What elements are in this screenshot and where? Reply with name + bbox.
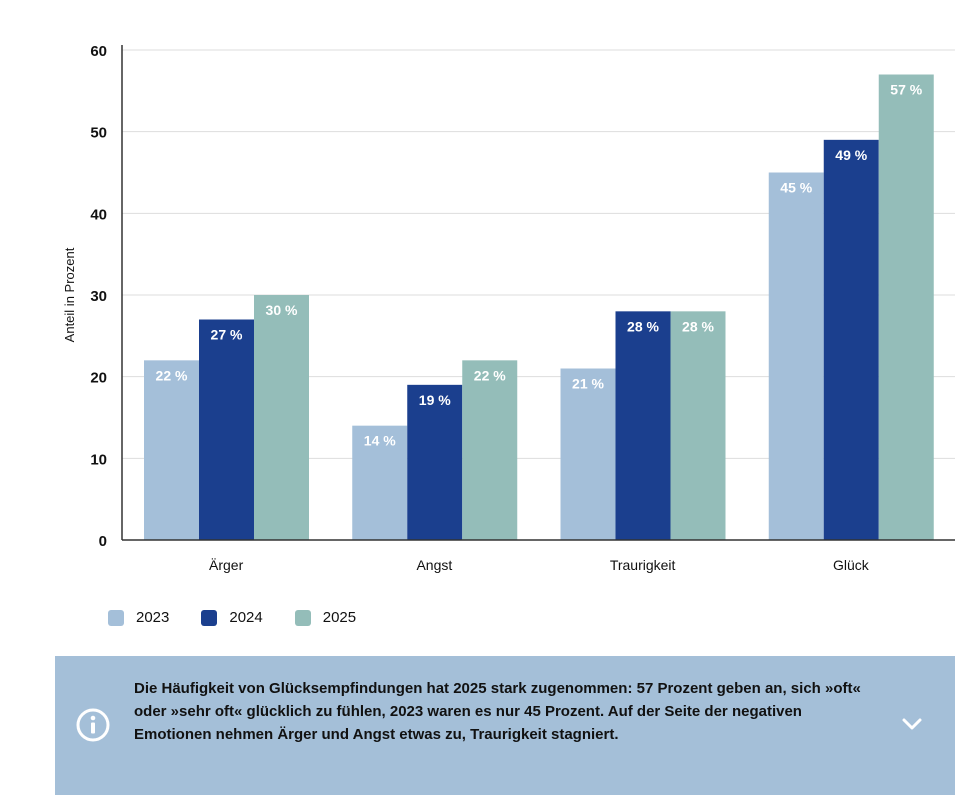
legend-item-2024[interactable]: 2024	[201, 609, 263, 626]
y-tick-label: 60	[90, 43, 107, 60]
bar-2025-3	[878, 74, 934, 540]
legend-swatch-2025	[294, 609, 311, 626]
bar-label: 57 %	[890, 82, 922, 98]
bar-label: 27 %	[211, 327, 243, 343]
legend-swatch-2023	[108, 609, 124, 626]
bar-label: 14 %	[364, 433, 396, 449]
info-text: Die Häufigkeit von Glücksempfindungen ha…	[134, 680, 861, 743]
x-axis: Ärger Angst Traurigkeit Glück	[122, 539, 955, 573]
bar-2025-1	[462, 360, 518, 540]
bars: 22 % 27 % 30 % 14 % 19 % 22 % 21 % 28 % 28 % 45 %…	[144, 74, 934, 541]
bar-label: 28 %	[682, 318, 714, 334]
y-tick-label: 30	[90, 288, 107, 305]
y-axis: 0 10 20 30 40 50 60	[90, 43, 123, 550]
legend-label-2025: 2025	[322, 609, 357, 626]
bar-2025-2	[670, 311, 726, 540]
info-box: Die Häufigkeit von Glücksempfindungen ha…	[55, 656, 955, 795]
y-tick-label: 0	[99, 533, 107, 550]
bar-label: 22 %	[156, 367, 188, 383]
bar-2024-2	[615, 311, 671, 540]
x-category-label: Angst	[416, 557, 452, 573]
y-tick-label: 50	[90, 125, 107, 142]
legend-item-2025[interactable]: 2025	[294, 609, 357, 626]
legend-item-2023[interactable]: 2023	[108, 609, 169, 626]
y-tick-label: 20	[90, 370, 107, 387]
bar-2024-0	[199, 319, 254, 540]
bar-label: 22 %	[474, 367, 506, 383]
bar-label: 49 %	[835, 147, 867, 163]
legend-label-2024: 2024	[229, 609, 263, 626]
y-tick-label: 10	[90, 451, 107, 468]
bar-label: 19 %	[419, 392, 451, 408]
bar-2024-3	[823, 139, 879, 541]
bar-2023-1	[352, 425, 408, 540]
bar-label: 45 %	[780, 180, 812, 196]
bar-label: 28 %	[627, 318, 659, 334]
x-category-label: Ärger	[209, 557, 244, 573]
legend-label-2023: 2023	[136, 609, 170, 626]
y-axis-label: Anteil in Prozent	[62, 247, 77, 342]
x-category-label: Glück	[833, 557, 870, 573]
info-circle-icon	[76, 708, 110, 742]
bar-label: 21 %	[572, 376, 604, 392]
bar-chart: 0 10 20 30 40 50 60 22 % 27 % 30 % 14 % 19 % 22 % 21…	[62, 43, 955, 573]
bar-2023-2	[560, 368, 616, 540]
bar-2023-3	[768, 172, 824, 540]
bar-2024-1	[407, 384, 463, 540]
bar-2023-0	[144, 360, 199, 540]
legend: 2023 2024 2025	[108, 609, 388, 626]
x-category-label: Traurigkeit	[610, 557, 676, 573]
chevron-down-icon[interactable]	[901, 716, 923, 732]
bar-2025-0	[254, 295, 309, 540]
y-tick-label: 40	[90, 206, 107, 223]
legend-swatch-2024	[201, 609, 218, 626]
bar-label: 30 %	[266, 302, 298, 318]
